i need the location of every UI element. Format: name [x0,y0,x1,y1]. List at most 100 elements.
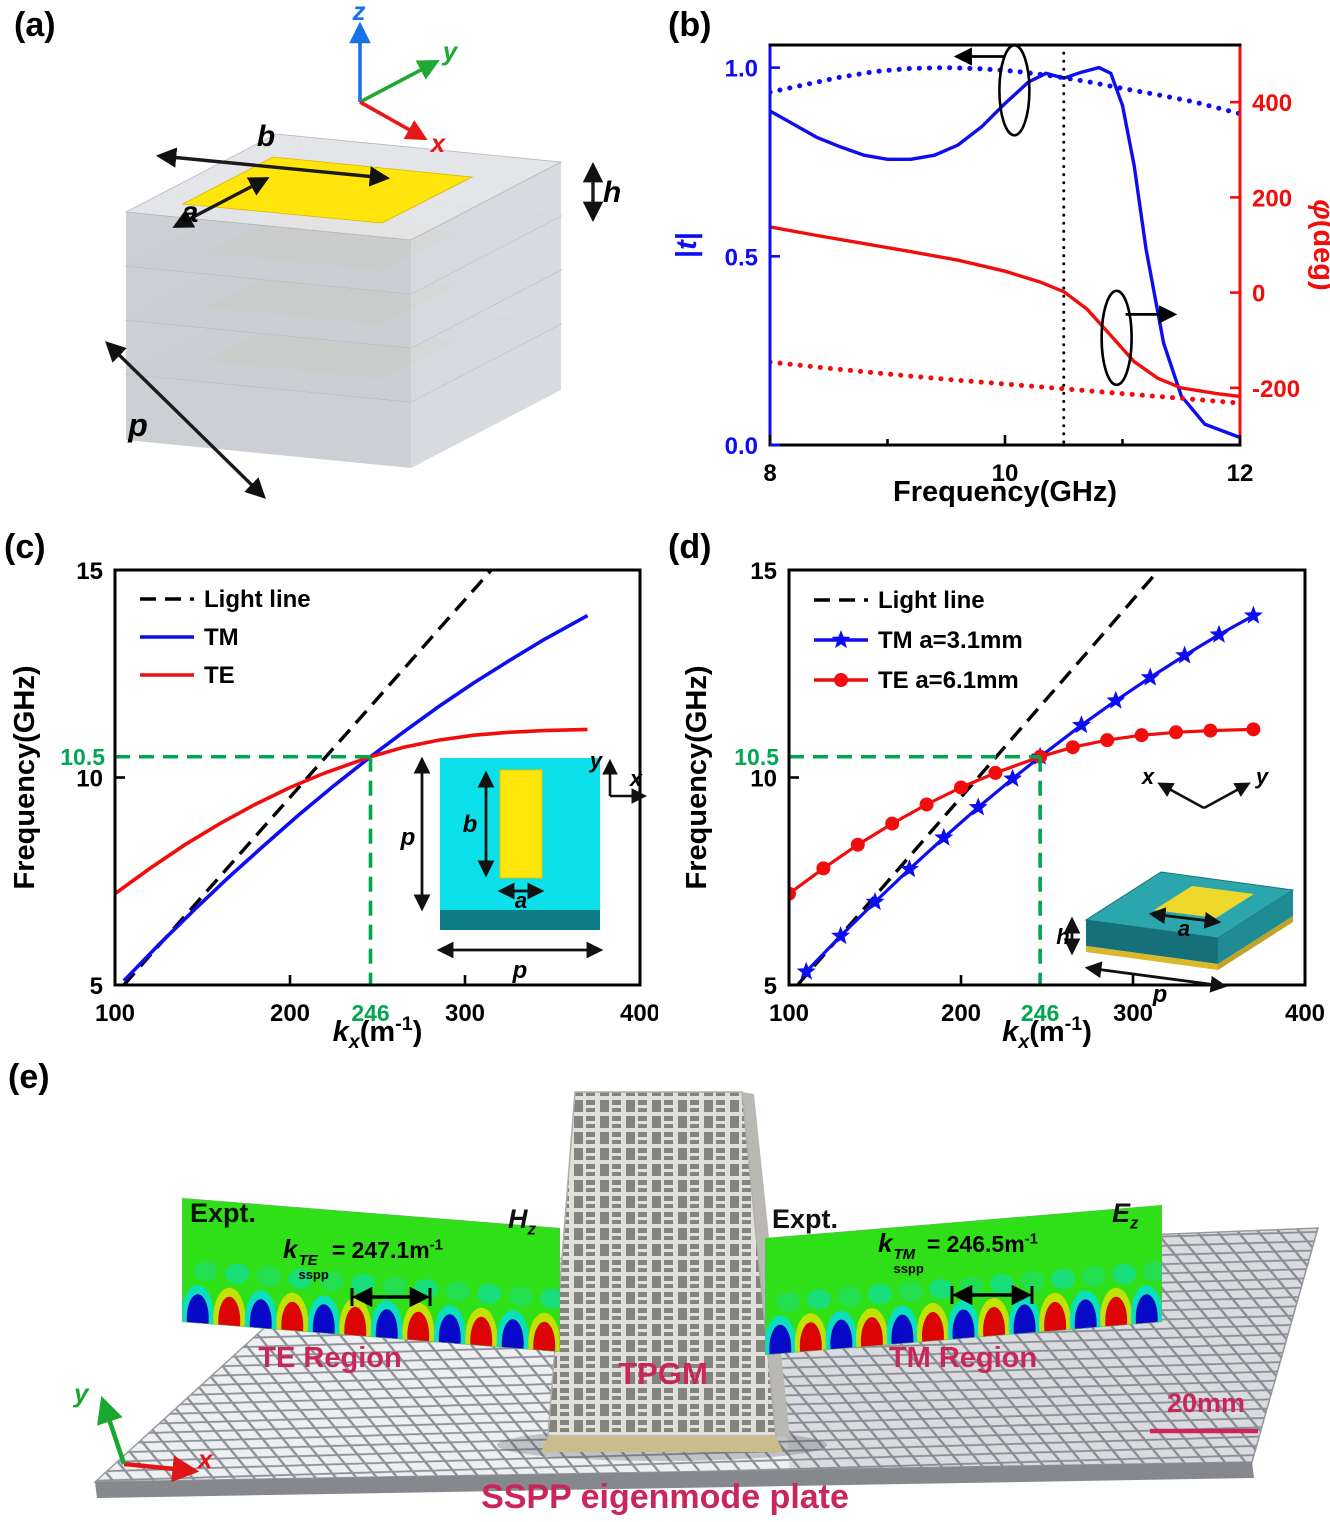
unit-cell-2d-inset: p b a p x y [400,750,648,984]
svg-text:300: 300 [1113,1000,1153,1027]
x-axis-label: x [629,766,643,791]
svg-text:Frequency(GHz): Frequency(GHz) [893,476,1117,508]
svg-text:TM a=3.1mm: TM a=3.1mm [878,627,1023,654]
y-axis-label: y [74,1378,89,1408]
scale-label: 20mm [1166,1388,1246,1418]
svg-text:10.5: 10.5 [734,744,779,770]
y-axis-arrow [1203,782,1251,810]
svg-text:5: 5 [764,973,777,1000]
svg-text:TE a=6.1mm: TE a=6.1mm [878,667,1019,694]
tpgm-base-edge [541,1436,783,1452]
dim-arrow-a [172,177,270,228]
panel-label-e: (e) [8,1058,50,1096]
svg-text:0.5: 0.5 [725,244,758,271]
dim-label-p-left: p [400,824,416,851]
experiment-scene [93,1091,1320,1498]
svg-text:200: 200 [941,1000,981,1027]
panel-label-b: (b) [668,6,712,44]
svg-text:246: 246 [1021,1000,1059,1026]
y-axis-label: y [441,36,459,66]
unit-cell-3d-inset: x y h a p [1056,768,1295,1006]
svg-text:0: 0 [1252,281,1265,308]
svg-text:Frequency(GHz): Frequency(GHz) [9,666,41,890]
y-axis-arrow [97,1395,127,1465]
plate-front-edge [95,1462,1254,1498]
svg-text:300: 300 [445,1000,485,1027]
substrate-front-face [1086,920,1218,964]
x-axis-arrow [359,100,428,141]
svg-text:200: 200 [1252,185,1292,212]
ground-layer [440,910,600,930]
dim-label-a: a [1178,916,1190,941]
x-axis-label: x [429,128,447,158]
dim-arrow-a [1148,907,1222,929]
dim-label-p: p [127,407,148,443]
svg-text:φ(deg): φ(deg) [1307,199,1330,290]
k-tm-formula: k TM sspp = 246.5m-1 [878,1228,1038,1276]
svg-text:Light line: Light line [204,586,311,613]
svg-text:10: 10 [76,766,103,793]
dim-label-p-bottom: p [512,957,528,984]
dim-label-b: b [257,120,275,153]
svg-text:TM: TM [204,624,239,651]
svg-text:Frequency(GHz): Frequency(GHz) [681,666,713,890]
dim-label-p: p [1152,981,1168,1006]
svg-text:15: 15 [76,558,103,585]
svg-text:10.5: 10.5 [60,744,105,770]
svg-text:8: 8 [763,460,776,487]
transmission-phase-chart: 8 10 12 0.0 0.5 1.0 -200 0 200 400 Frequency(GHz) |… [671,43,1330,508]
panel-label-a: (a) [14,6,56,44]
svg-text:400: 400 [620,1000,658,1027]
y-axis-label: y [589,750,604,773]
expt-label-te: Expt. [190,1198,257,1228]
tpgm-label: TPGM [618,1356,708,1391]
svg-text:TE: TE [204,662,235,689]
panel-label-c: (c) [4,528,46,566]
svg-text:400: 400 [1252,90,1292,117]
svg-text:5: 5 [90,973,103,1000]
dim-label-h: h [603,176,621,209]
substrate-right-face [1218,890,1293,964]
svg-text:100: 100 [95,1000,135,1027]
te-region-label: TE Region [258,1342,402,1374]
ez-field-label: Ez [1112,1198,1139,1233]
dim-label-a: a [515,888,527,913]
x-axis-arrow [1157,782,1205,810]
dim-label-a: a [182,196,199,229]
panel-label-d: (d) [668,528,712,566]
svg-text:kx(m-1): kx(m-1) [1002,1013,1092,1053]
svg-text:15: 15 [750,558,777,585]
dim-label-b: b [463,811,478,838]
dispersion-chart-sspp: 10.5 246 100 200 300 400 5 10 15 kx(m-1) Frequency… [9,558,658,1053]
svg-text:kx(m-1): kx(m-1) [333,1013,423,1053]
y-axis-label: y [1255,768,1270,789]
x-axis-arrow [123,1455,200,1483]
svg-text:10: 10 [750,766,777,793]
svg-text:400: 400 [1285,1000,1325,1027]
tm-region-label: TM Region [888,1342,1038,1374]
svg-text:246: 246 [351,1000,389,1026]
svg-text:100: 100 [769,1000,809,1027]
y-axis-arrow [359,59,440,104]
svg-text:200: 200 [270,1000,310,1027]
svg-text:10: 10 [992,460,1019,487]
k-tm-measure-arrow [950,1284,1034,1306]
dispersion-chart-tuned: 10.5 246 100 200 300 400 5 10 15 kx(m-1) Frequency… [681,558,1325,1053]
svg-text:1.0: 1.0 [725,56,758,83]
svg-text:|t|: |t| [671,232,703,258]
metal-strip [499,769,543,879]
svg-text:0.0: 0.0 [725,433,758,460]
z-axis-label: z [352,4,366,26]
unit-cell-3d-schematic: b a h p z y x [105,4,621,499]
dim-arrow-b [155,147,391,187]
dim-arrow-p [105,341,266,499]
svg-text:Light line: Light line [878,587,985,614]
x-axis-label: x [198,1444,213,1474]
svg-text:-200: -200 [1252,376,1300,403]
figure-caption: SSPP eigenmode plate [481,1478,849,1516]
k-te-formula: k TE sspp = 247.1m-1 [283,1234,443,1282]
ground-edge-right [1218,916,1293,970]
k-te-measure-arrow [350,1286,432,1308]
x-axis-label: x [1141,768,1155,789]
dim-arrow-p [1084,961,1228,993]
